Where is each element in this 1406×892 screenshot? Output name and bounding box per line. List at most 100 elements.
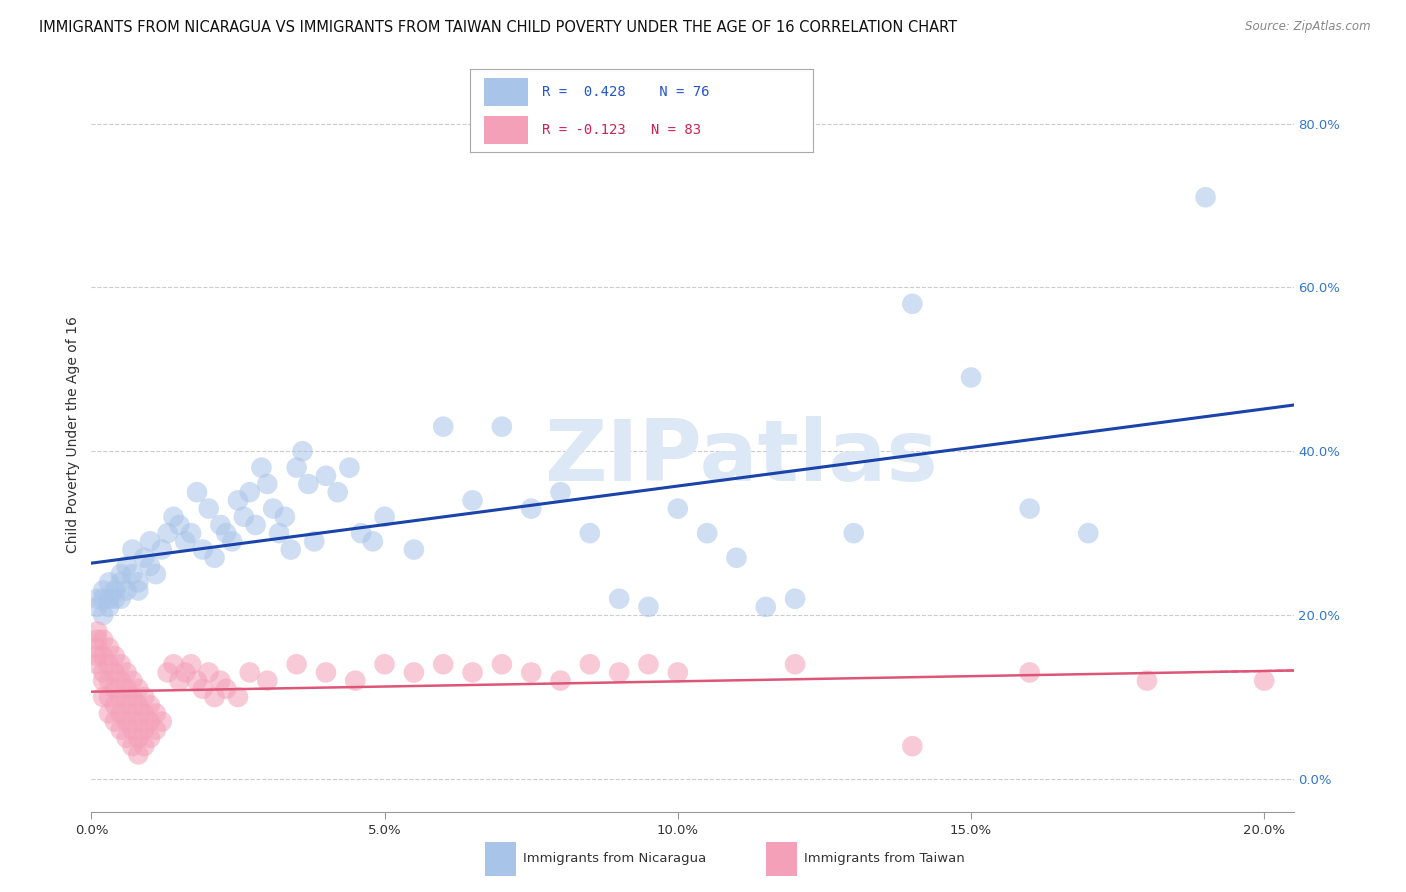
Point [110,591,132,606]
Point [256,673,278,688]
Point [274,509,297,524]
Point [579,657,602,672]
Point [285,460,308,475]
Point [86,640,108,655]
Point [432,419,454,434]
Point [139,534,162,549]
Point [156,526,179,541]
Point [145,706,167,721]
Point [1194,190,1216,204]
Point [162,509,184,524]
Point [91,648,114,663]
Point [134,706,156,721]
Point [139,731,162,745]
Point [350,526,373,541]
Point [174,665,197,680]
Point [186,485,208,500]
Point [520,665,543,680]
Point [150,714,173,729]
Point [127,714,149,729]
Point [110,567,132,582]
Point [127,583,149,598]
Point [98,657,121,672]
Point [666,665,689,680]
Point [134,550,156,565]
Text: Immigrants from Nicaragua: Immigrants from Nicaragua [523,853,706,865]
Point [127,575,149,590]
Point [98,706,121,721]
Point [725,550,748,565]
Point [127,681,149,696]
Point [134,723,156,737]
Point [104,591,127,606]
Point [169,518,191,533]
Point [239,665,262,680]
Point [491,657,513,672]
Point [110,690,132,704]
Point [262,501,284,516]
Point [191,681,214,696]
Point [256,477,278,491]
Point [374,509,396,524]
Point [134,690,156,704]
Point [783,657,806,672]
Point [121,542,143,557]
Point [134,739,156,754]
Point [98,690,121,704]
Point [121,706,143,721]
Point [315,468,337,483]
Point [491,419,513,434]
Point [104,681,127,696]
Point [115,583,138,598]
Point [1136,673,1159,688]
Point [110,723,132,737]
Point [297,477,319,491]
Point [339,460,361,475]
Point [98,599,121,614]
Point [86,632,108,647]
Point [315,665,337,680]
Point [186,673,208,688]
Point [361,534,384,549]
Point [197,665,219,680]
Point [98,640,121,655]
Point [86,624,108,639]
Point [121,723,143,737]
Point [1018,665,1040,680]
Point [115,698,138,713]
Point [696,526,718,541]
Point [127,747,149,762]
Point [121,567,143,582]
Point [344,673,367,688]
Point [579,526,602,541]
Point [607,591,630,606]
Point [104,583,127,598]
Point [250,460,273,475]
Point [1077,526,1099,541]
Point [127,698,149,713]
Point [139,558,162,573]
Point [91,632,114,647]
Point [127,731,149,745]
Point [121,673,143,688]
Point [110,575,132,590]
Point [267,526,290,541]
Point [86,591,108,606]
Point [115,665,138,680]
Point [86,657,108,672]
Point [326,485,349,500]
Point [209,518,232,533]
Point [374,657,396,672]
Point [755,599,778,614]
Point [901,739,924,754]
Point [226,690,249,704]
Point [91,583,114,598]
Point [291,444,314,458]
Point [139,698,162,713]
Point [115,558,138,573]
Point [221,534,243,549]
Point [197,501,219,516]
Point [91,673,114,688]
Point [204,550,226,565]
Point [783,591,806,606]
